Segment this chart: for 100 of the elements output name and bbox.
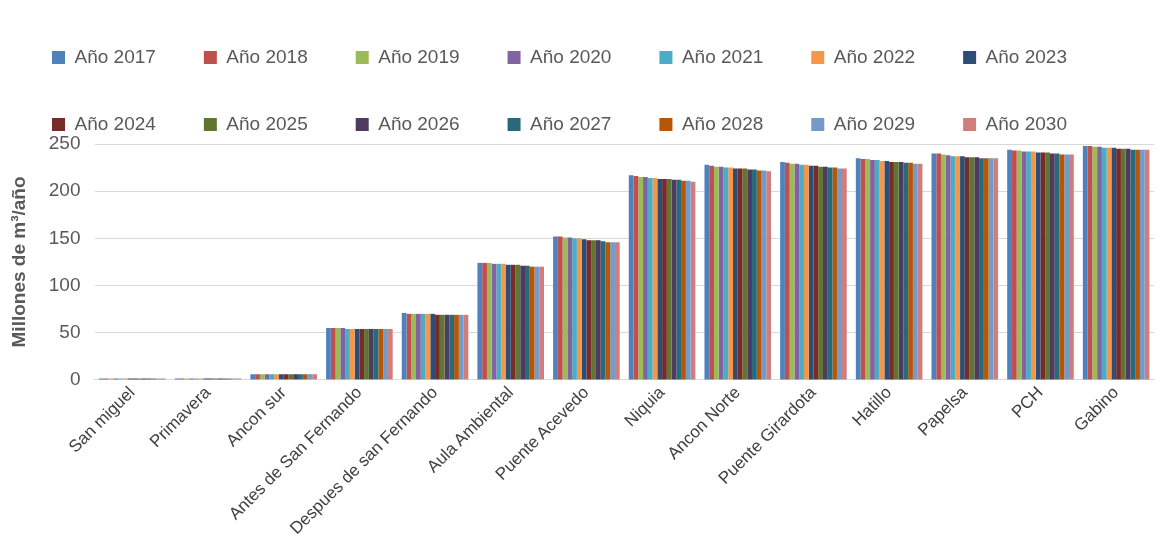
bar: [889, 161, 894, 380]
bar: [595, 240, 601, 380]
bar: [330, 328, 336, 380]
legend-label: Año 2019: [378, 45, 460, 67]
bar: [591, 240, 596, 380]
bar: [780, 161, 785, 380]
bar: [614, 242, 620, 380]
bar: [349, 328, 355, 380]
bar: [1092, 146, 1098, 380]
bar: [312, 374, 317, 380]
bar: [936, 153, 942, 380]
bar: [941, 154, 946, 380]
bar: [818, 166, 823, 380]
bar: [430, 313, 436, 380]
bar: [799, 164, 804, 380]
bar: [1064, 154, 1070, 380]
bar: [784, 162, 790, 380]
bar: [1111, 147, 1117, 380]
bar: [756, 170, 762, 380]
bar: [387, 328, 393, 380]
bar: [903, 162, 909, 380]
bar: [752, 169, 757, 380]
bar: [685, 180, 691, 380]
bar: [737, 168, 743, 380]
bar: [870, 160, 875, 380]
bar: [666, 178, 672, 380]
bar: [1021, 151, 1027, 380]
y-tick-label: 0: [69, 368, 81, 390]
bar: [420, 313, 426, 380]
bar: [794, 163, 800, 380]
bar: [378, 328, 384, 380]
legend-label: Año 2030: [985, 112, 1067, 134]
legend-label: Año 2018: [226, 45, 308, 67]
bar: [255, 374, 260, 380]
bar: [945, 155, 951, 380]
bar: [458, 314, 464, 380]
bar: [643, 177, 648, 380]
bar: [539, 266, 545, 380]
bar: [1050, 153, 1055, 380]
bar: [1045, 152, 1050, 380]
bar: [383, 328, 388, 380]
legend-label: Año 2017: [74, 45, 156, 67]
bar: [813, 165, 819, 380]
bar: [865, 159, 871, 380]
bar: [1007, 149, 1012, 380]
bar: [307, 374, 313, 380]
bar: [1054, 153, 1060, 380]
bar: [993, 158, 999, 380]
bar: [297, 374, 303, 380]
bar: [1139, 149, 1145, 380]
bar: [269, 374, 275, 380]
bar: [662, 178, 667, 380]
bar: [364, 328, 369, 380]
bar: [520, 265, 525, 380]
y-tick-label: 100: [48, 273, 81, 295]
bar: [411, 313, 417, 380]
bar: [912, 163, 918, 380]
bar: [482, 262, 487, 380]
legend-label: Año 2022: [833, 45, 916, 67]
bar: [610, 242, 615, 380]
bar: [525, 265, 530, 380]
bar: [326, 328, 331, 380]
bar: [553, 236, 558, 380]
bar: [416, 313, 421, 380]
y-tick-label: 150: [48, 226, 81, 248]
legend-label: Año 2025: [226, 112, 308, 134]
bar: [1026, 151, 1031, 380]
y-tick-label: 50: [59, 320, 81, 342]
bar: [449, 314, 455, 380]
bar: [837, 168, 842, 380]
bar: [855, 158, 861, 380]
bar: [435, 314, 440, 380]
bar: [657, 178, 663, 380]
bar: [728, 167, 734, 380]
y-tick-label: 200: [48, 179, 81, 201]
bar: [733, 168, 738, 380]
bar: [567, 237, 573, 380]
bar: [557, 236, 563, 380]
bar: [1116, 148, 1121, 380]
bar: [576, 238, 582, 380]
bar: [841, 168, 847, 380]
bar: [288, 374, 294, 380]
bar: [874, 160, 880, 380]
bar: [340, 328, 346, 380]
bar: [638, 177, 644, 380]
bar: [515, 264, 521, 380]
bar: [974, 157, 980, 380]
y-tick-label: 250: [48, 132, 81, 154]
legend-label: Año 2028: [681, 112, 764, 134]
bar: [1135, 149, 1140, 380]
bar: [359, 328, 365, 380]
bar: [1120, 148, 1126, 380]
y-axis-title: Millones de m³/año: [7, 176, 29, 348]
bar: [293, 374, 298, 380]
legend-label: Año 2026: [378, 112, 460, 134]
bar: [647, 177, 653, 380]
bar: [676, 179, 682, 380]
bar: [529, 266, 535, 380]
bar: [884, 160, 890, 380]
bar: [1097, 146, 1102, 380]
